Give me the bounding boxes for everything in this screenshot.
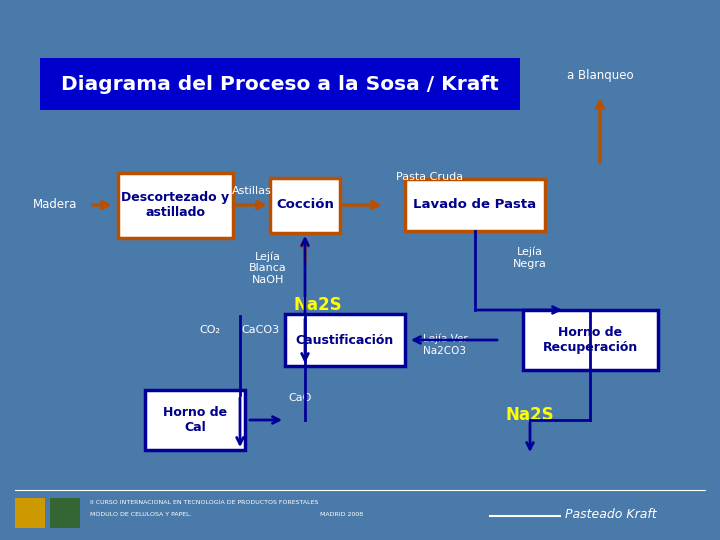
Text: Lejía
Blanca
NaOH: Lejía Blanca NaOH [249, 251, 287, 285]
Text: Pasta Cruda: Pasta Cruda [397, 172, 464, 182]
FancyBboxPatch shape [145, 390, 245, 450]
FancyBboxPatch shape [523, 310, 657, 370]
Text: a Blanqueo: a Blanqueo [567, 69, 634, 82]
Text: MÓDULO DE CELULOSA Y PAPEL.: MÓDULO DE CELULOSA Y PAPEL. [90, 512, 192, 517]
FancyBboxPatch shape [15, 498, 45, 528]
Text: Lejía Ver
Na2CO3: Lejía Ver Na2CO3 [423, 334, 467, 356]
Text: Na2S: Na2S [505, 406, 554, 424]
Text: Caustificación: Caustificación [296, 334, 394, 347]
FancyBboxPatch shape [405, 179, 545, 231]
Text: Madera: Madera [33, 199, 77, 212]
Text: Cocción: Cocción [276, 199, 334, 212]
Text: Na2S: Na2S [294, 296, 342, 314]
Text: CO₂: CO₂ [199, 325, 220, 335]
Text: Diagrama del Proceso a la Sosa / Kraft: Diagrama del Proceso a la Sosa / Kraft [61, 75, 499, 93]
Text: Astillas: Astillas [232, 186, 272, 196]
FancyBboxPatch shape [50, 498, 80, 528]
Text: Lavado de Pasta: Lavado de Pasta [413, 199, 536, 212]
FancyBboxPatch shape [117, 172, 233, 238]
Text: Lejía
Negra: Lejía Negra [513, 247, 547, 269]
FancyBboxPatch shape [40, 58, 520, 110]
Text: MADRID 2008: MADRID 2008 [320, 512, 363, 517]
Text: Descortezado y
astillado: Descortezado y astillado [121, 191, 229, 219]
Text: Pasteado Kraft: Pasteado Kraft [565, 508, 657, 521]
Text: II CURSO INTERNACIONAL EN TECNOLOGÍA DE PRODUCTOS FORESTALES: II CURSO INTERNACIONAL EN TECNOLOGÍA DE … [90, 501, 318, 505]
Text: CaCO3: CaCO3 [241, 325, 279, 335]
Text: Horno de
Cal: Horno de Cal [163, 406, 227, 434]
FancyBboxPatch shape [285, 314, 405, 366]
Text: Horno de
Recuperación: Horno de Recuperación [542, 326, 638, 354]
Text: CaO: CaO [288, 393, 312, 403]
FancyBboxPatch shape [270, 178, 340, 233]
